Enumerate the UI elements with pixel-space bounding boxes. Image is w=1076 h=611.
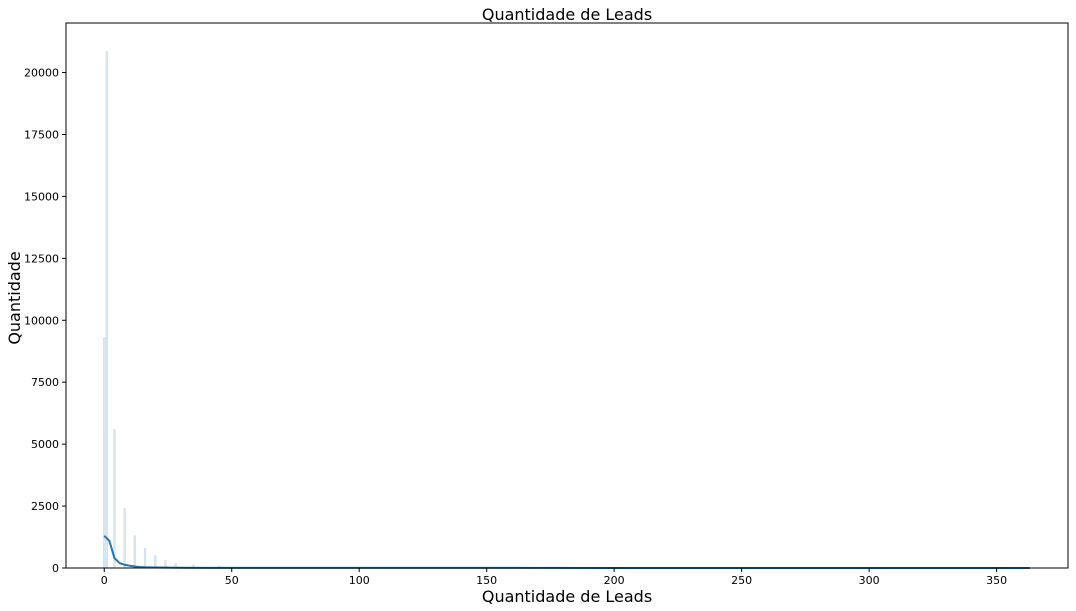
y-tick-label: 12500	[24, 252, 59, 265]
x-ticks-layer: 0 50 100 150 200 250 300 350	[101, 568, 1007, 587]
bars-layer	[103, 51, 221, 569]
histogram-bar	[103, 337, 106, 569]
y-tick-label: 0	[52, 562, 59, 575]
y-axis-label: Quantidade	[5, 251, 24, 344]
y-tick-label: 5000	[31, 438, 59, 451]
x-tick-label: 0	[101, 574, 108, 587]
histogram-bar	[133, 535, 136, 569]
x-tick-label: 200	[604, 574, 625, 587]
histogram-bar	[123, 508, 126, 569]
y-ticks-layer: 0 2500 5000 7500 10000 12500 15000 17500 20000	[24, 67, 66, 575]
y-tick-label: 20000	[24, 67, 59, 80]
x-tick-label: 50	[225, 574, 239, 587]
x-tick-label: 300	[859, 574, 880, 587]
x-tick-label: 350	[986, 574, 1007, 587]
histogram-bar	[143, 547, 147, 569]
x-tick-label: 150	[476, 574, 497, 587]
plot-frame	[65, 22, 1069, 569]
x-axis-label: Quantidade de Leads	[482, 587, 652, 606]
x-tick-label: 250	[731, 574, 752, 587]
y-tick-label: 15000	[24, 190, 59, 203]
y-tick-label: 2500	[31, 500, 59, 513]
histogram-bar	[113, 429, 116, 569]
y-tick-label: 17500	[24, 128, 59, 141]
x-tick-label: 100	[349, 574, 370, 587]
y-tick-label: 10000	[24, 314, 59, 327]
histogram-bar	[105, 51, 108, 569]
histogram-bar	[154, 555, 157, 569]
y-tick-label: 7500	[31, 376, 59, 389]
chart-title: Quantidade de Leads	[482, 5, 652, 24]
kde-line	[103, 535, 1030, 569]
